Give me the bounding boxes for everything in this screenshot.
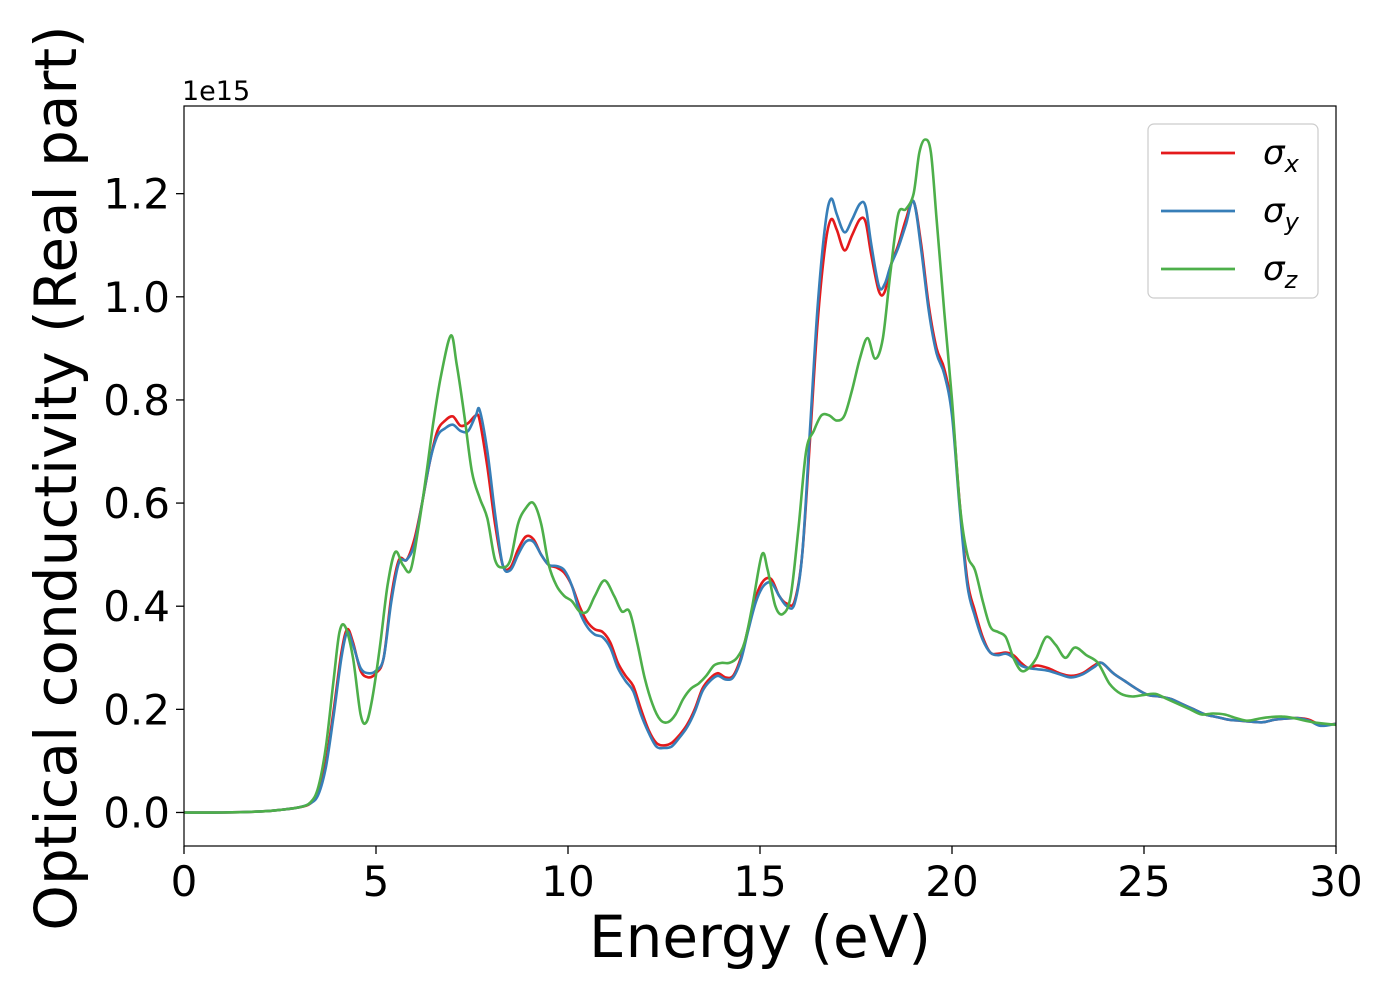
- series-line-sigma-z: [183, 138, 1337, 814]
- y-tick-label: 0.4: [103, 582, 170, 631]
- y-tick-label: 0.2: [103, 685, 170, 734]
- series-line-sigma-y: [183, 197, 1337, 814]
- legend: σx σy σz: [1147, 123, 1319, 299]
- x-axis-title: Energy (eV): [589, 903, 931, 971]
- series-layer: [183, 138, 1337, 814]
- x-tick-label: 20: [925, 857, 978, 906]
- plot-area: [184, 106, 1336, 846]
- y-tick-label: 1.2: [103, 170, 170, 219]
- x-tick-label: 25: [1117, 857, 1170, 906]
- y-tick-label: 0.6: [103, 479, 170, 528]
- x-tick-label: 10: [541, 857, 594, 906]
- x-axis: 0 5 10 15 20 25 30: [171, 846, 1363, 906]
- y-tick-label: 0.0: [103, 788, 170, 837]
- y-tick-label: 1.0: [103, 273, 170, 322]
- y-axis-title: Optical conductivity (Real part): [22, 25, 90, 930]
- y-offset-label: 1e15: [182, 76, 250, 107]
- legend-label-sigma-x: σx: [1263, 133, 1300, 178]
- legend-label-sigma-z: σz: [1263, 249, 1299, 294]
- x-tick-label: 0: [171, 857, 198, 906]
- y-tick-label: 0.8: [103, 376, 170, 425]
- x-tick-label: 5: [363, 857, 390, 906]
- x-tick-label: 30: [1309, 857, 1362, 906]
- y-axis: 0.0 0.2 0.4 0.6 0.8 1.0 1.2: [103, 170, 184, 837]
- legend-label-sigma-y: σy: [1263, 191, 1300, 236]
- x-tick-label: 15: [733, 857, 786, 906]
